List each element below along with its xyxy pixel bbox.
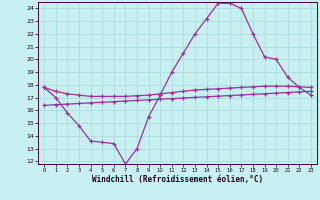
X-axis label: Windchill (Refroidissement éolien,°C): Windchill (Refroidissement éolien,°C) [92, 175, 263, 184]
